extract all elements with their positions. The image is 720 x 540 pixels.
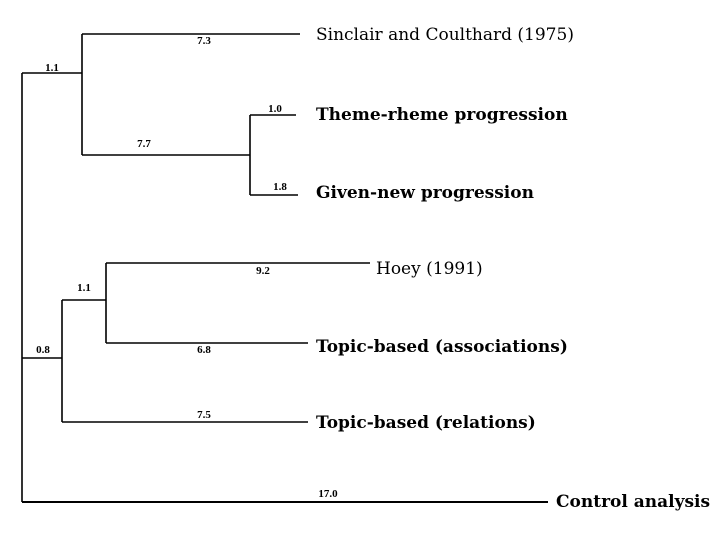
branch-length-topic-relations: 7.5 [197,409,211,421]
leaf-label-theme-rheme: Theme-rheme progression [316,105,568,125]
branch-length-root-to-group-b: 0.8 [36,344,50,356]
branch-length-given-new: 1.8 [273,181,287,193]
leaf-label-given-new: Given-new progression [316,183,534,203]
branch-length-theme-given-node: 7.7 [137,138,151,150]
leaf-label-hoey: Hoey (1991) [376,259,483,279]
branch-length-root-to-group-a: 1.1 [45,62,59,74]
leaf-label-control: Control analysis [556,492,710,512]
branch-length-hoey-topic-node: 1.1 [77,282,91,294]
branch-length-sinclair: 7.3 [197,35,211,47]
branch-length-hoey: 9.2 [256,265,270,277]
branch-length-theme-rheme: 1.0 [268,103,282,115]
branch-length-control: 17.0 [318,488,338,500]
leaf-label-topic-relations: Topic-based (relations) [316,413,536,433]
leaf-label-topic-associations: Topic-based (associations) [316,337,568,357]
branch-length-topic-associations: 6.8 [197,344,211,356]
leaf-label-sinclair: Sinclair and Coulthard (1975) [316,25,574,45]
